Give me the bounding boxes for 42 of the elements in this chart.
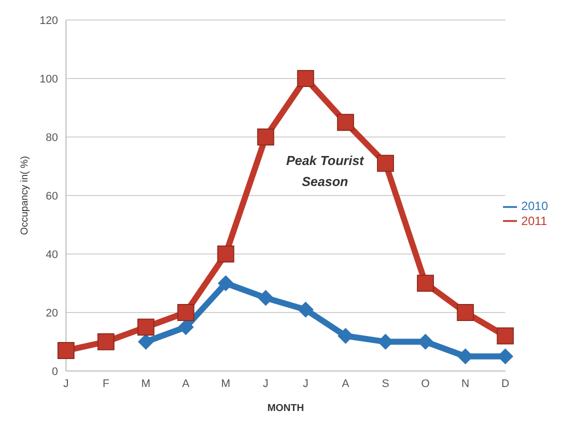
point: [298, 302, 314, 318]
x-tick-label: A: [182, 378, 190, 390]
point: [137, 318, 154, 336]
point: [297, 70, 314, 87]
point: [496, 327, 514, 344]
point: [138, 334, 154, 350]
legend-label: 2011: [521, 214, 548, 228]
point: [177, 304, 194, 321]
x-tick-label: N: [461, 378, 470, 390]
x-tick-label: A: [342, 378, 350, 390]
point: [258, 290, 274, 306]
annotation: Peak Tourist Season: [285, 152, 366, 191]
x-tick-label: O: [421, 378, 430, 390]
point: [218, 275, 234, 292]
x-tick-label: J: [302, 378, 308, 390]
x-tick-label: M: [221, 378, 230, 390]
y-tick-label: 80: [46, 132, 58, 144]
point: [416, 274, 434, 292]
x-axis-title: MONTH: [267, 403, 304, 414]
point: [97, 333, 114, 350]
point: [456, 304, 474, 321]
x-tick-label: S: [382, 378, 390, 390]
y-axis-title: Occupancy in( %): [20, 156, 31, 235]
y-tick-label: 40: [46, 248, 58, 261]
x-tick-label: F: [102, 378, 110, 390]
point: [376, 154, 394, 172]
point: [257, 128, 274, 146]
legend-label: 2010: [521, 198, 548, 213]
y-tick-label: 0: [52, 366, 58, 378]
point: [178, 319, 194, 336]
point: [217, 246, 234, 262]
y-tick-label: 120: [40, 14, 58, 27]
x-tick-label: M: [141, 378, 150, 390]
point: [58, 342, 74, 360]
x-tick-label: J: [262, 378, 268, 390]
y-tick-label: 20: [46, 307, 58, 320]
x-tick-label: J: [63, 378, 69, 390]
point: [338, 328, 354, 344]
y-tick-label: 60: [46, 190, 58, 202]
y-tick-label: 100: [40, 73, 58, 86]
x-tick-label: D: [501, 378, 510, 390]
point: [337, 114, 354, 131]
